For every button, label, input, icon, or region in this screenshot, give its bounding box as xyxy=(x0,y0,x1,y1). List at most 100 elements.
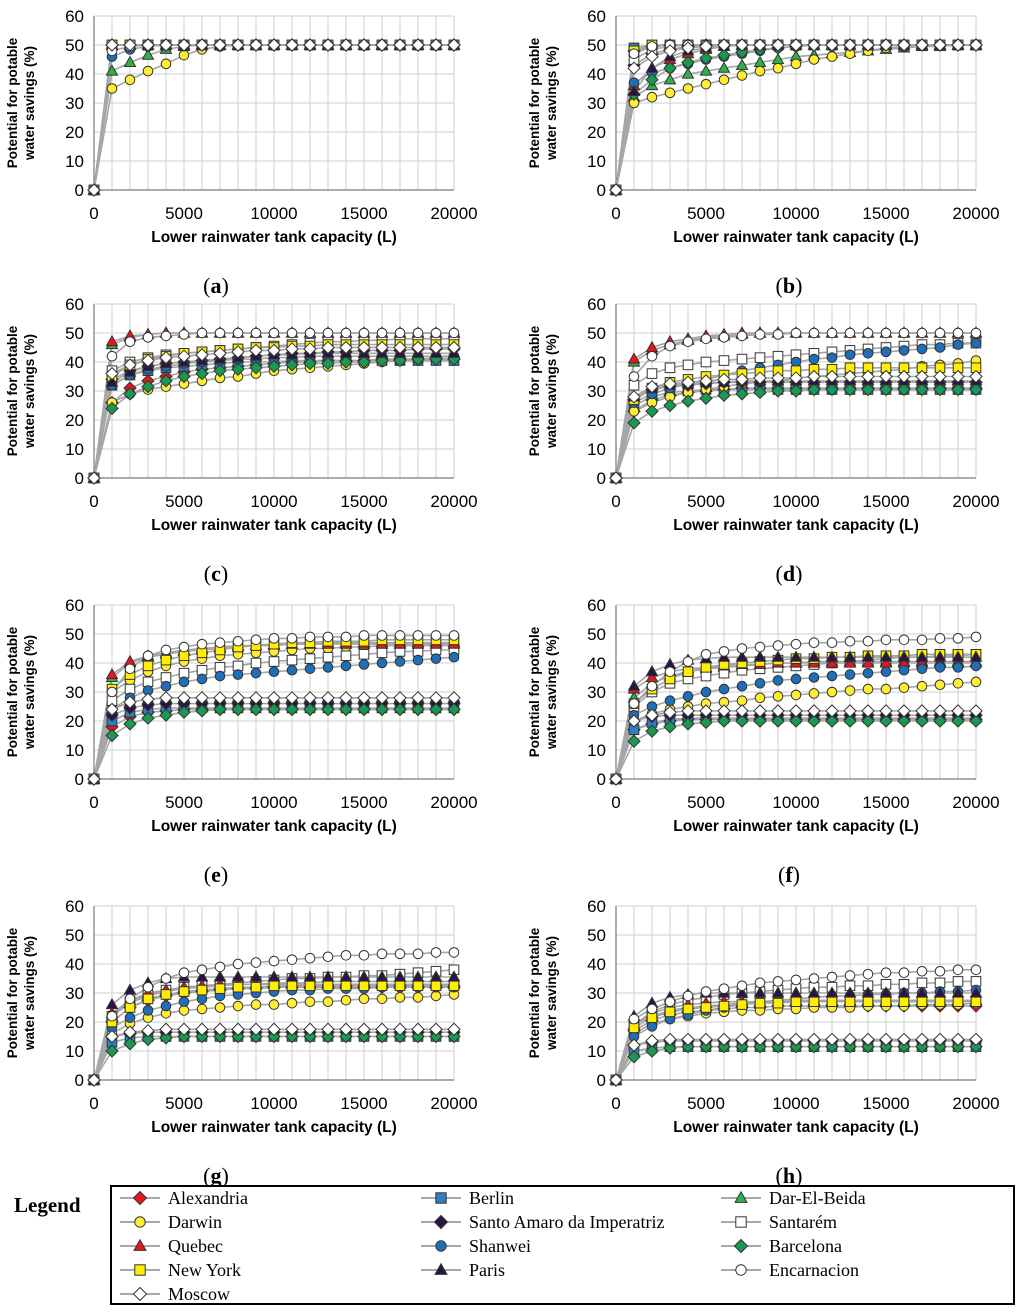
data-point xyxy=(375,970,389,982)
data-point xyxy=(178,986,190,997)
data-point xyxy=(196,993,208,1005)
data-point xyxy=(807,382,821,397)
data-point xyxy=(664,362,676,374)
data-point xyxy=(195,691,209,705)
data-point xyxy=(916,327,928,339)
data-point xyxy=(105,667,119,680)
data-point xyxy=(448,630,460,641)
data-point xyxy=(627,1050,641,1064)
legend-item-alexandria: Alexandria xyxy=(120,1188,248,1208)
data-point xyxy=(213,346,227,361)
data-point xyxy=(159,38,173,52)
y-tick-label: 0 xyxy=(597,770,606,789)
data-point xyxy=(970,660,982,672)
series-moscow xyxy=(609,1032,983,1087)
data-point xyxy=(645,49,659,64)
data-point xyxy=(934,965,946,977)
y-tick-label: 0 xyxy=(75,770,84,789)
data-point xyxy=(322,951,334,963)
data-point xyxy=(430,653,442,664)
legend-item-barcelona: Barcelona xyxy=(721,1236,842,1256)
data-point xyxy=(933,382,947,397)
data-point xyxy=(826,637,838,649)
data-point xyxy=(357,38,371,52)
data-point xyxy=(825,704,839,718)
data-point xyxy=(250,981,262,993)
data-point xyxy=(339,340,353,355)
x-axis-title: Lower rainwater tank capacity (L) xyxy=(673,818,919,835)
data-point xyxy=(699,1032,713,1047)
caption-letter: b xyxy=(783,273,795,298)
legend-label: Berlin xyxy=(469,1188,514,1208)
caption-letter: c xyxy=(211,561,221,586)
data-point xyxy=(969,650,983,662)
x-tick-label: 10000 xyxy=(772,492,819,511)
data-point xyxy=(322,996,334,1008)
data-point xyxy=(195,366,209,381)
data-point xyxy=(268,980,280,992)
data-point xyxy=(808,672,820,683)
data-point xyxy=(789,1039,803,1054)
panel-caption: (d) xyxy=(776,561,803,586)
data-point xyxy=(969,714,983,728)
y-tick-label: 60 xyxy=(587,596,606,615)
data-point xyxy=(915,650,929,662)
data-point xyxy=(267,343,281,358)
caption-paren: ) xyxy=(222,1163,229,1188)
data-point xyxy=(357,355,371,369)
data-point xyxy=(790,974,802,986)
data-point xyxy=(826,971,838,983)
legend-marker xyxy=(734,1190,748,1203)
y-axis-title-line: Potential for potable xyxy=(5,37,20,168)
data-point xyxy=(934,633,946,644)
data-point xyxy=(951,714,965,728)
y-tick-label: 50 xyxy=(65,625,84,644)
data-point xyxy=(844,669,856,680)
data-point xyxy=(771,986,785,998)
data-point xyxy=(358,659,370,670)
x-tick-label: 20000 xyxy=(952,1094,999,1113)
data-point xyxy=(880,634,892,646)
data-point xyxy=(232,635,244,647)
data-point xyxy=(195,1029,209,1044)
y-axis-title-line: Potential for potable xyxy=(527,325,542,456)
data-point xyxy=(430,990,442,1002)
x-tick-label: 0 xyxy=(611,204,620,223)
data-point xyxy=(916,634,928,646)
data-point xyxy=(879,38,893,52)
legend-item-shanwei: Shanwei xyxy=(421,1236,531,1256)
data-point xyxy=(663,377,677,391)
data-point xyxy=(339,38,353,52)
data-point xyxy=(304,996,316,1008)
data-point xyxy=(736,353,748,365)
y-tick-label: 10 xyxy=(587,152,606,171)
legend-label: Santarém xyxy=(769,1212,837,1232)
data-point xyxy=(933,1039,947,1054)
data-point xyxy=(106,686,118,698)
data-point xyxy=(87,1073,101,1087)
data-point xyxy=(231,38,245,52)
data-point xyxy=(123,1025,137,1039)
data-point xyxy=(393,1029,407,1044)
panel-caption: (f) xyxy=(778,862,800,887)
x-tick-label: 0 xyxy=(89,492,98,511)
data-point xyxy=(159,374,173,388)
data-point xyxy=(394,992,406,1003)
data-point xyxy=(700,649,712,660)
data-point xyxy=(429,340,443,355)
data-point xyxy=(807,369,821,384)
data-point xyxy=(448,651,460,663)
data-point xyxy=(736,643,748,654)
caption-paren: ) xyxy=(795,1163,802,1188)
data-point xyxy=(933,38,947,52)
data-point xyxy=(627,84,641,96)
data-point xyxy=(213,1022,227,1036)
data-point xyxy=(915,714,929,728)
data-point xyxy=(664,695,676,707)
y-tick-label: 0 xyxy=(597,1071,606,1090)
data-point xyxy=(664,87,676,99)
data-point xyxy=(952,633,964,644)
data-point xyxy=(340,950,352,961)
data-point xyxy=(825,714,839,728)
caption-paren: ) xyxy=(221,561,228,586)
